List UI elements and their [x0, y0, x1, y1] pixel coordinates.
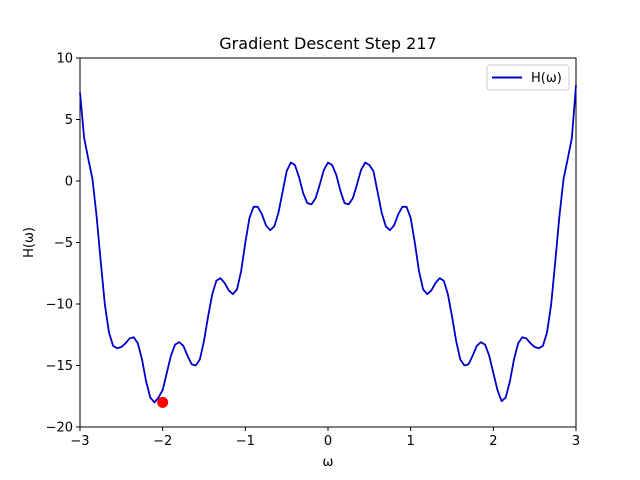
chart-title: Gradient Descent Step 217 [219, 34, 436, 53]
y-tick-label: 5 [65, 113, 73, 128]
y-axis-ticks: −20 −15 −10 −5 0 5 10 [46, 52, 80, 436]
plot-frame [79, 57, 577, 428]
marker-layer [157, 396, 169, 408]
legend-entry: H(ω) [531, 71, 562, 86]
y-tick-label: −15 [46, 359, 73, 374]
x-tick-label: −2 [153, 434, 172, 449]
y-tick-label: 10 [56, 52, 73, 67]
x-tick-label: −1 [236, 434, 255, 449]
x-tick-label: 1 [407, 434, 415, 449]
x-axis-ticks: −3 −2 −1 0 1 2 3 [70, 427, 580, 449]
series-line-h-omega [79, 84, 577, 404]
current-point-marker [157, 396, 169, 408]
y-tick-label: −5 [54, 236, 73, 251]
x-axis-label: ω [323, 455, 334, 470]
series-layer [79, 84, 577, 404]
legend-box [486, 64, 570, 91]
y-tick-label: −20 [46, 421, 73, 436]
x-tick-label: 0 [324, 434, 332, 449]
legend: H(ω) [486, 64, 570, 91]
x-tick-label: 3 [572, 434, 580, 449]
x-tick-label: −3 [70, 434, 89, 449]
y-axis-label: H(ω) [22, 227, 37, 258]
x-tick-label: 2 [489, 434, 497, 449]
y-tick-label: −10 [46, 298, 73, 313]
y-tick-label: 0 [65, 175, 73, 190]
